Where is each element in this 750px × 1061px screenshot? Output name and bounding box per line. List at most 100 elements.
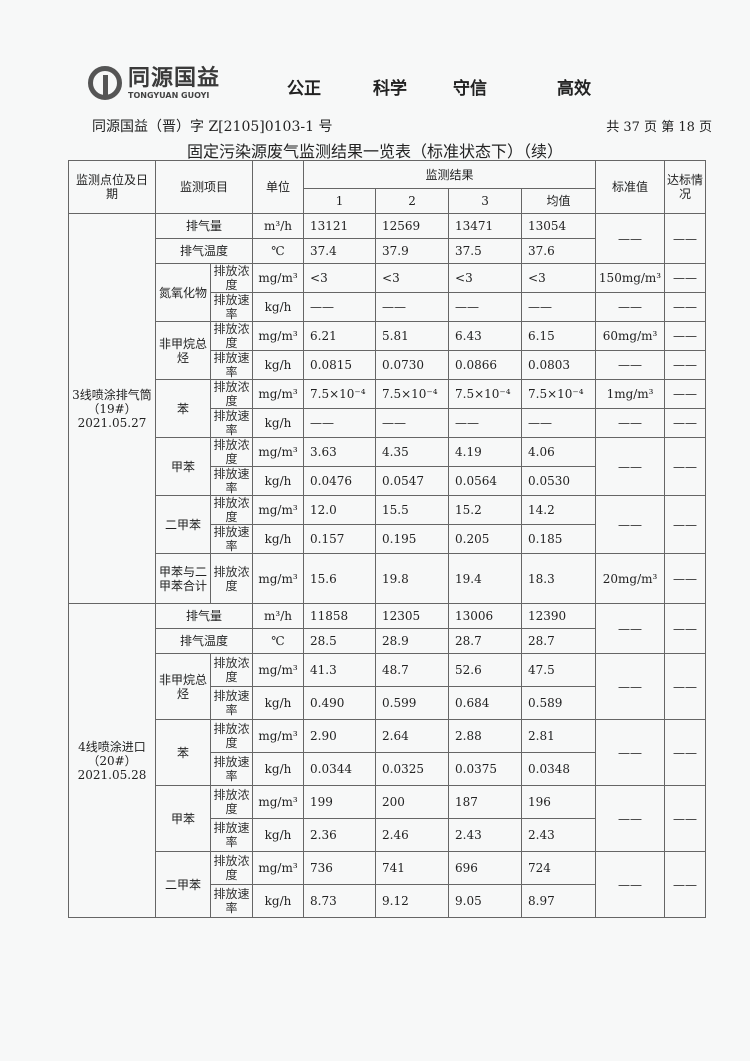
standard-cell: 150mg/m³ [595,263,666,293]
result-cell: 0.599 [375,686,450,720]
item-cell: 二甲苯 [155,495,211,554]
item-cell: 非甲烷总烃 [155,653,211,720]
compliance-cell: —— [664,437,707,496]
standard-cell: —— [595,350,666,380]
table-row: 排放速率 kg/h 0.490 0.599 0.684 0.589 [69,686,706,720]
result-cell: 2.90 [303,719,377,753]
result-cell: —— [448,408,523,438]
result-cell: —— [448,292,523,322]
compliance-cell: —— [664,653,707,720]
result-cell: 8.73 [303,884,377,918]
sub-item-cell: 排放速率 [209,884,254,918]
result-cell: 37.4 [303,238,377,264]
result-cell: 0.0866 [448,350,523,380]
table-row: 非甲烷总烃 排放浓度 mg/m³ 41.3 48.7 52.6 47.5 —— —— [69,653,707,720]
average-cell: 37.6 [521,238,597,264]
logo-icon [88,66,122,100]
result-cell: 0.0564 [448,466,523,496]
table-row: 4线喷涂进口（20#）2021.05.28 排气量 m³/h 11858 12305 13… [68,603,707,918]
table-row: 排气温度 ℃ 37.4 37.9 37.5 37.6 [69,238,706,264]
result-cell: 48.7 [375,653,450,687]
result-cell: 6.21 [303,321,377,351]
result-cell: 0.0730 [375,350,450,380]
compliance-cell: —— [664,603,707,654]
sub-item-cell: 排放浓度 [209,653,254,687]
header-results: 监测结果 [303,160,597,189]
sub-item-cell: 排放速率 [209,524,254,554]
result-cell: —— [375,292,450,322]
average-cell: 12390 [521,603,597,629]
table-row: 二甲苯 排放浓度 mg/m³ 12.0 15.5 15.2 14.2 —— —— [69,495,707,554]
average-cell: —— [521,408,597,438]
sub-item-cell: 排放浓度 [209,851,254,885]
item-cell: 二甲苯 [155,851,211,918]
unit-cell: kg/h [252,408,305,438]
average-cell: 724 [521,851,597,885]
table-row: 排放速率 kg/h 2.36 2.46 2.43 2.43 [69,818,706,852]
result-cell: 2.88 [448,719,523,753]
slogan-4: 高效 [557,79,591,99]
sub-item-cell: 排放浓度 [209,379,254,409]
item-cell: 氮氧化物 [155,263,211,322]
average-cell: 13054 [521,213,597,239]
item-cell: 非甲烷总烃 [155,321,211,380]
unit-cell: mg/m³ [252,263,305,293]
table-row: 甲苯与二甲苯合计 排放浓度 mg/m³ 15.6 19.8 19.4 18.3 20mg/m³… [69,553,707,604]
unit-cell: ℃ [252,238,305,264]
average-cell: 14.2 [521,495,597,525]
unit-cell: kg/h [252,686,305,720]
average-cell: —— [521,292,597,322]
result-cell: 3.63 [303,437,377,467]
table-row: 非甲烷总烃 排放浓度 mg/m³ 6.21 5.81 6.43 6.15 60mg/m³ —— [69,321,707,380]
item-cell: 排气量 [154,213,254,239]
item-cell: 苯 [155,719,211,786]
unit-cell: mg/m³ [252,437,305,467]
standard-cell: —— [595,603,666,654]
sub-item-cell: 排放速率 [209,818,254,852]
sub-item-cell: 排放速率 [209,466,254,496]
compliance-cell: —— [664,719,707,786]
average-cell: 8.97 [521,884,597,918]
result-cell: 0.0815 [303,350,377,380]
result-cell: 41.3 [303,653,377,687]
result-cell: 200 [375,785,450,819]
header-compliance: 达标情况 [664,160,707,214]
unit-cell: m³/h [252,213,305,239]
result-cell: 4.35 [375,437,450,467]
result-cell: 52.6 [448,653,523,687]
result-cell: 0.157 [303,524,377,554]
standard-cell: —— [595,437,666,496]
result-cell: 11858 [303,603,377,629]
table-row: 排气温度 ℃ 28.5 28.9 28.7 28.7 [69,628,706,654]
location-cell: 4线喷涂进口（20#）2021.05.28 [68,603,156,918]
sub-item-cell: 排放速率 [209,752,254,786]
header-standard: 标准值 [595,160,666,214]
compliance-cell: —— [664,785,707,852]
unit-cell: kg/h [252,752,305,786]
table-row: 苯排放浓度 mg/m³ 7.5×10⁻⁴ 7.5×10⁻⁴ 7.5×10⁻⁴ 7.5×10… [69,379,707,438]
average-cell: 0.589 [521,686,597,720]
result-cell: 13121 [303,213,377,239]
result-cell: 15.6 [303,553,377,604]
result-cell: 5.81 [375,321,450,351]
unit-cell: kg/h [252,818,305,852]
sub-item-cell: 排放速率 [209,408,254,438]
standard-cell: —— [595,719,666,786]
result-cell: 37.5 [448,238,523,264]
table-row: 排放速率 kg/h 8.73 9.12 9.05 8.97 [69,884,706,918]
result-cell: 187 [448,785,523,819]
unit-cell: mg/m³ [252,785,305,819]
slogan-2: 科学 [373,79,407,99]
item-cell: 甲苯 [155,437,211,496]
standard-cell: —— [595,292,666,322]
compliance-cell: —— [664,379,707,409]
standard-cell: 20mg/m³ [595,553,666,604]
compliance-cell: —— [664,408,707,438]
item-cell: 排气量 [154,603,254,629]
location-cell: 3线喷涂排气筒（19#）2021.05.27 [68,213,156,604]
average-cell: 0.0348 [521,752,597,786]
result-cell: 28.9 [375,628,450,654]
header-unit: 单位 [252,160,305,214]
unit-cell: mg/m³ [252,851,305,885]
result-cell: 2.46 [375,818,450,852]
